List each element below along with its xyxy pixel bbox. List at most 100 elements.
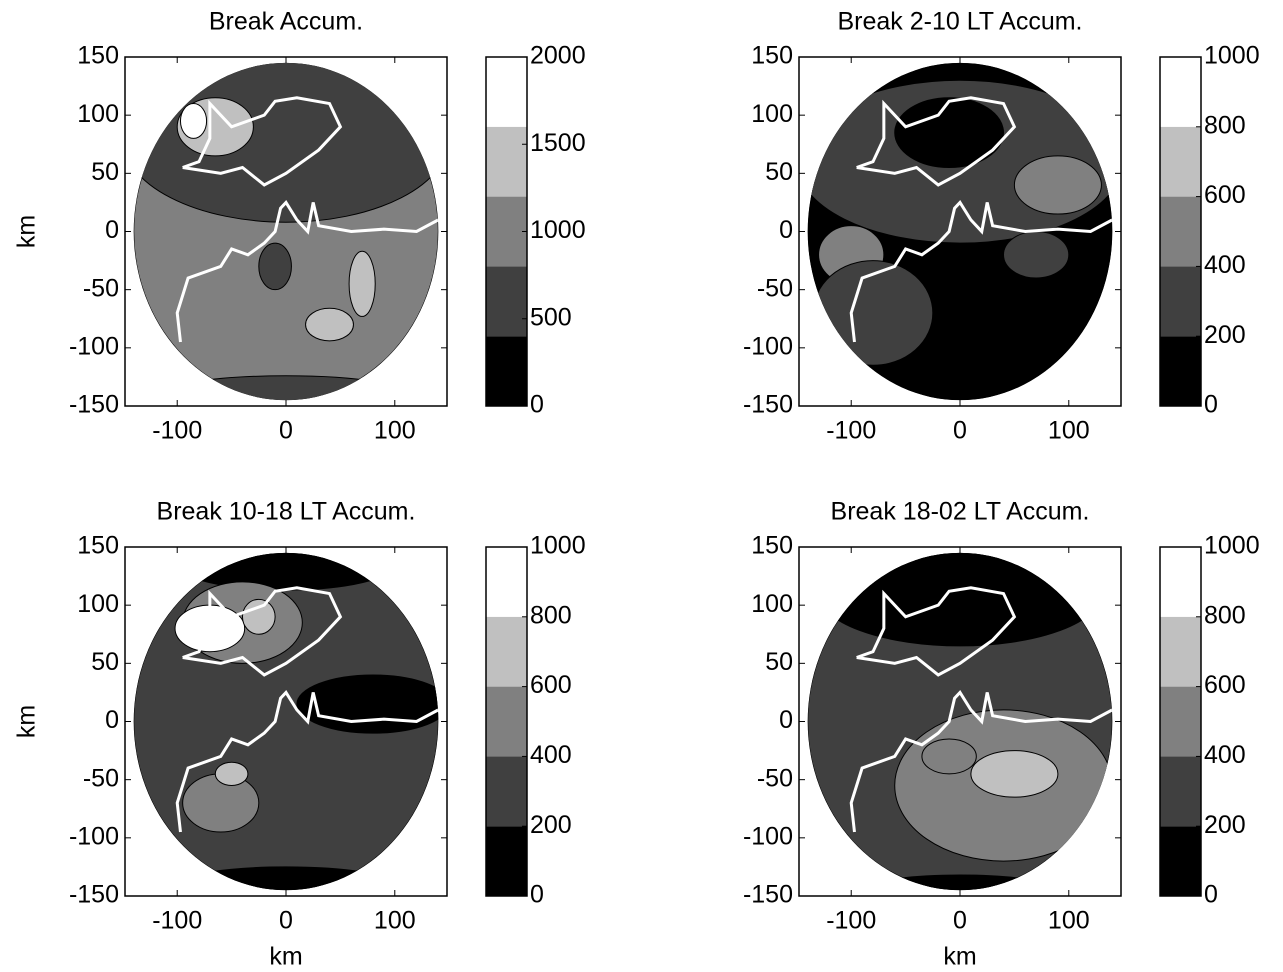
y-tick-label: 0 <box>105 216 119 244</box>
colorbar-band <box>486 266 527 337</box>
colorbar-band <box>486 196 527 267</box>
coastline <box>182 96 343 187</box>
y-tick-label: 50 <box>91 648 119 676</box>
colorbar-tick-label: 200 <box>1204 811 1246 839</box>
colorbar-tick-label: 400 <box>530 741 572 769</box>
colorbar-tick-label: 0 <box>1204 391 1218 419</box>
y-tick-label: 0 <box>105 706 119 734</box>
coastline <box>856 586 1017 677</box>
colorbar-band <box>1160 266 1201 337</box>
colorbar-tick-label: 600 <box>1204 671 1246 699</box>
colorbar-tick-label: 0 <box>530 391 544 419</box>
contour-region <box>1003 231 1070 279</box>
chart-title: Break Accum. <box>209 8 363 36</box>
y-tick-label: 150 <box>751 42 793 70</box>
chart-title: Break 18-02 LT Accum. <box>831 498 1090 526</box>
coastline <box>182 586 343 677</box>
colorbar-tick-label: 200 <box>530 811 572 839</box>
colorbar-tick-label: 200 <box>1204 321 1246 349</box>
y-tick-label: 100 <box>77 100 119 128</box>
y-tick-label: 0 <box>779 216 793 244</box>
contour-region <box>179 103 208 139</box>
x-tick-label: 100 <box>374 417 416 445</box>
colorbar-frame <box>1159 56 1202 407</box>
chart-title: Break 10-18 LT Accum. <box>157 498 416 526</box>
y-tick-label: 150 <box>77 42 119 70</box>
y-tick-label: -50 <box>83 764 119 792</box>
x-tick-label: 0 <box>953 907 967 935</box>
coastline <box>849 199 1113 343</box>
contour-region <box>214 761 249 786</box>
y-tick-label: -100 <box>69 332 119 360</box>
y-tick-label: -150 <box>69 391 119 419</box>
y-tick-label: 50 <box>91 158 119 186</box>
colorbar-band <box>1160 196 1201 267</box>
colorbar-band <box>1160 126 1201 197</box>
colorbar-band <box>1160 616 1201 687</box>
colorbar-band <box>486 686 527 757</box>
y-tick-label: -150 <box>69 881 119 909</box>
colorbar-band <box>486 547 527 617</box>
colorbar-tick-label: 800 <box>1204 601 1246 629</box>
contour-region <box>812 260 934 366</box>
colorbar-tick-label: 1000 <box>530 216 586 244</box>
y-tick-label: 100 <box>751 100 793 128</box>
colorbar-band <box>1160 547 1201 617</box>
colorbar-band <box>486 57 527 127</box>
x-tick-label: -100 <box>826 417 876 445</box>
contour-region <box>241 598 276 635</box>
contour-region <box>921 738 977 775</box>
contour-region <box>133 62 439 223</box>
x-tick-label: 0 <box>279 417 293 445</box>
coastline <box>849 689 1113 833</box>
colorbar-frame <box>1159 546 1202 897</box>
colorbar-tick-label: 500 <box>530 303 572 331</box>
x-tick-label: 100 <box>1048 907 1090 935</box>
x-axis-label: km <box>943 943 976 971</box>
y-tick-label: 100 <box>77 590 119 618</box>
contour-map <box>807 62 1113 401</box>
y-tick-label: 100 <box>751 590 793 618</box>
x-tick-label: 0 <box>953 417 967 445</box>
colorbar-tick-label: 800 <box>530 601 572 629</box>
contour-map <box>133 62 439 401</box>
colorbar-tick-label: 1000 <box>530 532 586 560</box>
y-tick-label: -50 <box>757 764 793 792</box>
y-tick-label: -100 <box>743 332 793 360</box>
contour-field <box>133 62 439 401</box>
contour-region <box>348 250 376 317</box>
x-tick-label: 100 <box>374 907 416 935</box>
contour-region <box>154 375 418 401</box>
colorbar-band <box>486 336 527 406</box>
x-tick-label: -100 <box>152 907 202 935</box>
colorbar-band <box>486 826 527 896</box>
y-tick-label: 50 <box>765 158 793 186</box>
colorbar-band <box>486 756 527 827</box>
colorbar-tick-label: 1000 <box>1204 42 1260 70</box>
x-axis-label: km <box>269 943 302 971</box>
contour-region <box>970 750 1059 798</box>
colorbar-band <box>1160 686 1201 757</box>
coastline <box>856 96 1017 187</box>
contour-region <box>894 97 1005 169</box>
contour-region <box>1013 155 1102 215</box>
colorbar-band <box>1160 826 1201 896</box>
y-axis-label: km <box>13 705 41 738</box>
coastline <box>175 689 439 833</box>
y-tick-label: -150 <box>743 391 793 419</box>
chart-title: Break 2-10 LT Accum. <box>837 8 1082 36</box>
colorbar-tick-label: 400 <box>1204 251 1246 279</box>
contour-field <box>807 552 1113 891</box>
colorbar-band <box>486 126 527 197</box>
y-axis-label: km <box>13 215 41 248</box>
y-tick-label: 150 <box>751 532 793 560</box>
y-tick-label: -100 <box>743 822 793 850</box>
coastline <box>175 199 439 343</box>
contour-field <box>807 62 1113 401</box>
colorbar-tick-label: 600 <box>530 671 572 699</box>
colorbar-tick-label: 400 <box>1204 741 1246 769</box>
contour-region <box>305 307 354 342</box>
colorbar-tick-label: 600 <box>1204 181 1246 209</box>
colorbar-tick-label: 1000 <box>1204 532 1260 560</box>
